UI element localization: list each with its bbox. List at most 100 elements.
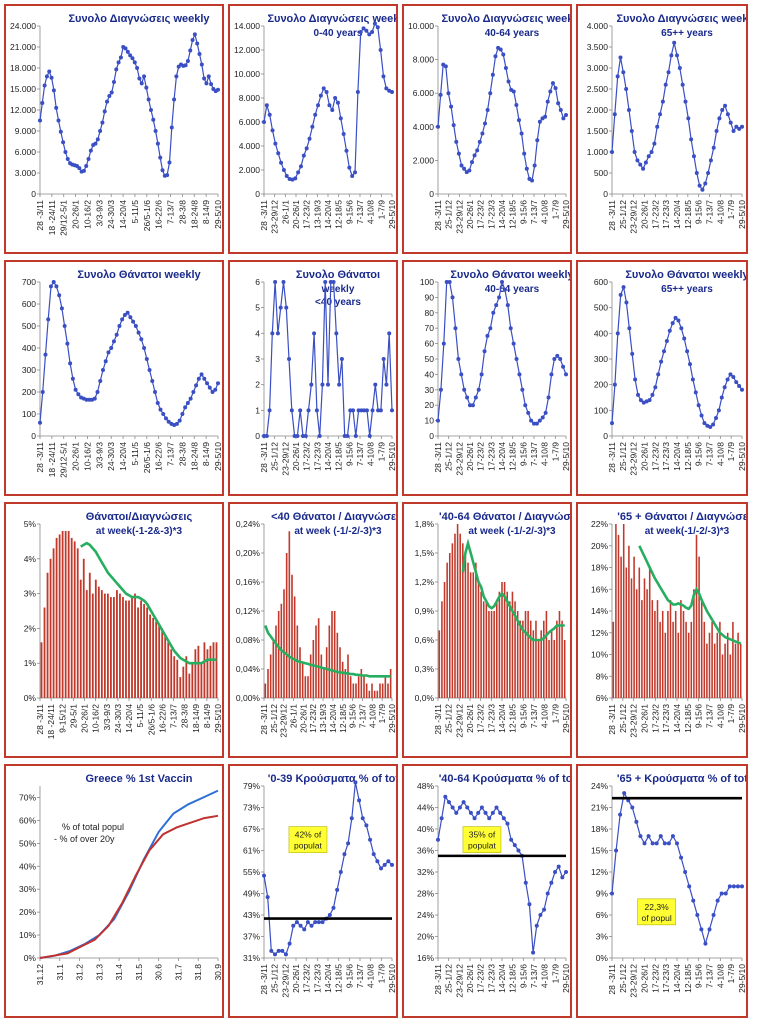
bar: [363, 676, 365, 698]
data-point: [207, 385, 212, 390]
bar: [519, 620, 522, 698]
data-point: [523, 880, 528, 885]
y-tick-label: 0: [429, 189, 434, 199]
x-tick-label: 14-20/4: [497, 964, 507, 993]
data-point: [199, 62, 204, 67]
data-point: [505, 303, 510, 308]
data-point: [334, 331, 339, 336]
bar: [149, 614, 152, 698]
data-point: [494, 805, 499, 810]
data-point: [638, 834, 643, 839]
bar: [659, 621, 661, 698]
data-point: [265, 895, 270, 900]
data-point: [100, 368, 105, 372]
data-point: [711, 913, 716, 917]
x-tick-label: 1-7/9: [550, 200, 560, 220]
data-point: [689, 137, 694, 142]
x-tick-label: 9-15/6: [518, 200, 528, 224]
bar: [73, 541, 76, 698]
data-point: [658, 834, 663, 839]
data-point: [664, 339, 669, 344]
data-point: [465, 395, 470, 400]
bar: [656, 600, 659, 698]
data-point: [461, 800, 466, 805]
bar: [304, 676, 307, 698]
chart-title: Συνολο Θάνατοι weekly: [625, 269, 748, 281]
bar: [200, 663, 203, 698]
data-point: [375, 859, 380, 864]
y-tick-label: 2.500: [587, 84, 609, 94]
y-tick-label: 0: [255, 431, 260, 441]
x-tick-label: 10-16/2: [82, 200, 92, 229]
y-tick-label: 22%: [591, 519, 608, 529]
data-point: [76, 392, 81, 397]
bar: [459, 533, 461, 698]
data-point: [564, 113, 568, 118]
x-tick-label: 18 -24/11: [47, 200, 57, 236]
data-point: [612, 382, 617, 387]
y-tick-label: 36%: [417, 846, 434, 856]
y-tick-label: 2.000: [239, 165, 261, 175]
x-tick-label: 28-3/8: [177, 442, 187, 466]
data-point: [523, 403, 528, 408]
x-tick-label: 7-13/7: [169, 704, 179, 728]
data-point: [310, 124, 315, 129]
bar: [711, 621, 713, 698]
data-point: [283, 952, 288, 957]
data-point: [281, 168, 286, 172]
data-point: [693, 390, 698, 395]
y-tick-label: 6%: [596, 693, 609, 703]
data-point: [740, 387, 744, 392]
bar: [140, 600, 142, 698]
data-point: [304, 146, 309, 151]
data-point: [56, 118, 61, 123]
bar: [726, 632, 729, 698]
bar: [109, 597, 112, 698]
data-point: [641, 166, 646, 171]
series-line: [39, 789, 219, 959]
chart-svg: 0% 3% 6% 9% 12% 15% 18% 21% 24% 28 -3/11 25-1/12 23…: [591, 773, 746, 998]
data-point: [514, 357, 519, 361]
data-point: [128, 315, 133, 320]
data-point: [88, 148, 93, 153]
bar: [146, 607, 149, 698]
annotation-text: 22,3%: [645, 902, 670, 912]
data-point: [720, 108, 725, 112]
bar: [179, 677, 182, 698]
bar: [643, 578, 646, 698]
data-point: [436, 837, 440, 842]
data-point: [534, 421, 539, 426]
data-point: [618, 812, 623, 817]
chart-panel: 0 2.000 4.000 6.000 8.000 10.000 12.000 14.000 2…: [228, 4, 398, 254]
data-point: [353, 780, 358, 785]
data-point: [450, 295, 455, 300]
data-point: [51, 280, 56, 284]
x-tick-label: 8-14/9: [201, 200, 211, 224]
bar: [371, 683, 373, 698]
data-point: [142, 74, 147, 79]
bar: [563, 640, 566, 698]
data-point: [502, 287, 507, 292]
data-point: [646, 154, 651, 159]
y-tick-label: 16%: [591, 584, 608, 594]
chart-panel: 0% 3% 6% 9% 12% 15% 18% 21% 24% 28 -3/11 25-1/12 23…: [576, 764, 748, 1018]
data-point: [155, 401, 160, 405]
bar: [379, 683, 381, 698]
x-tick-label: 20-26/1: [71, 200, 81, 229]
bar: [55, 537, 58, 698]
x-tick-label: 31.8: [193, 964, 203, 981]
x-tick-label: 17-23/2: [650, 704, 660, 733]
data-point: [699, 927, 704, 932]
data-point: [155, 141, 160, 146]
data-point: [670, 321, 675, 326]
data-point: [98, 379, 103, 383]
chart-title: '0-39 Κρούσματα % of total: [268, 773, 398, 785]
y-tick-label: 0: [255, 189, 260, 199]
y-tick-label: 30%: [19, 884, 36, 894]
data-point: [543, 114, 548, 119]
bar: [103, 593, 106, 698]
data-point: [196, 376, 201, 381]
data-point: [191, 390, 196, 394]
bar: [493, 611, 495, 698]
y-tick-label: 70%: [19, 792, 36, 802]
